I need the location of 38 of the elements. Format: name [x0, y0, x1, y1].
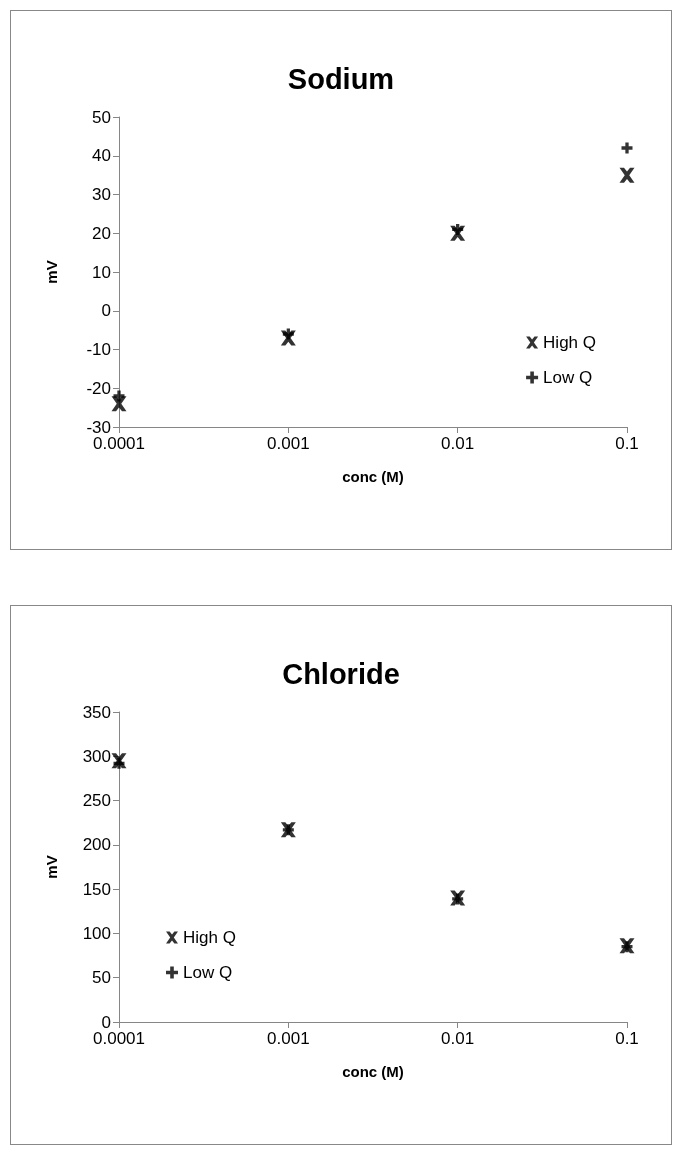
point: [621, 142, 633, 154]
point: [113, 390, 125, 402]
y-tick-label: 10: [92, 262, 111, 282]
x-tick-label: 0.01: [441, 1029, 475, 1048]
x-tick-label: 0.001: [267, 434, 310, 453]
y-axis-title: mV: [43, 260, 60, 284]
point: [452, 223, 464, 235]
point: [282, 328, 294, 340]
x-tick-label: 0.01: [441, 434, 475, 453]
y-tick-label: 0: [101, 1012, 111, 1032]
legend-label: Low Q: [543, 368, 593, 387]
chart-title: Sodium: [287, 62, 395, 95]
x-tick-label: 0.1: [615, 1029, 639, 1048]
x-axis-title: conc (M): [342, 468, 404, 485]
x-tick-label: 0.001: [267, 1029, 310, 1048]
y-tick-label: 100: [82, 923, 111, 943]
point: [619, 167, 635, 183]
y-tick-label: 20: [92, 223, 111, 243]
y-tick-label: 350: [82, 702, 111, 722]
y-tick-label: -20: [86, 378, 111, 398]
legend-label: High Q: [543, 333, 597, 352]
x-tick-label: 0.1: [615, 434, 639, 453]
y-tick-label: 50: [92, 968, 111, 988]
y-tick-label: 30: [92, 185, 111, 204]
y-tick-label: 40: [92, 146, 111, 166]
y-tick-label: 0: [101, 301, 111, 321]
chart-title: Chloride: [282, 657, 400, 690]
x-tick-label: 0.0001: [93, 1029, 145, 1048]
y-tick-label: -30: [86, 417, 111, 437]
y-tick-label: -10: [86, 340, 111, 359]
y-axis-title: mV: [43, 855, 60, 879]
y-tick-label: 50: [92, 107, 111, 127]
y-tick-label: 200: [82, 835, 111, 855]
y-tick-label: 150: [82, 879, 111, 899]
y-tick-label: 300: [82, 746, 111, 766]
x-tick-label: 0.0001: [93, 434, 145, 453]
x-axis-title: conc (M): [342, 1063, 404, 1080]
y-tick-label: 250: [82, 791, 111, 811]
